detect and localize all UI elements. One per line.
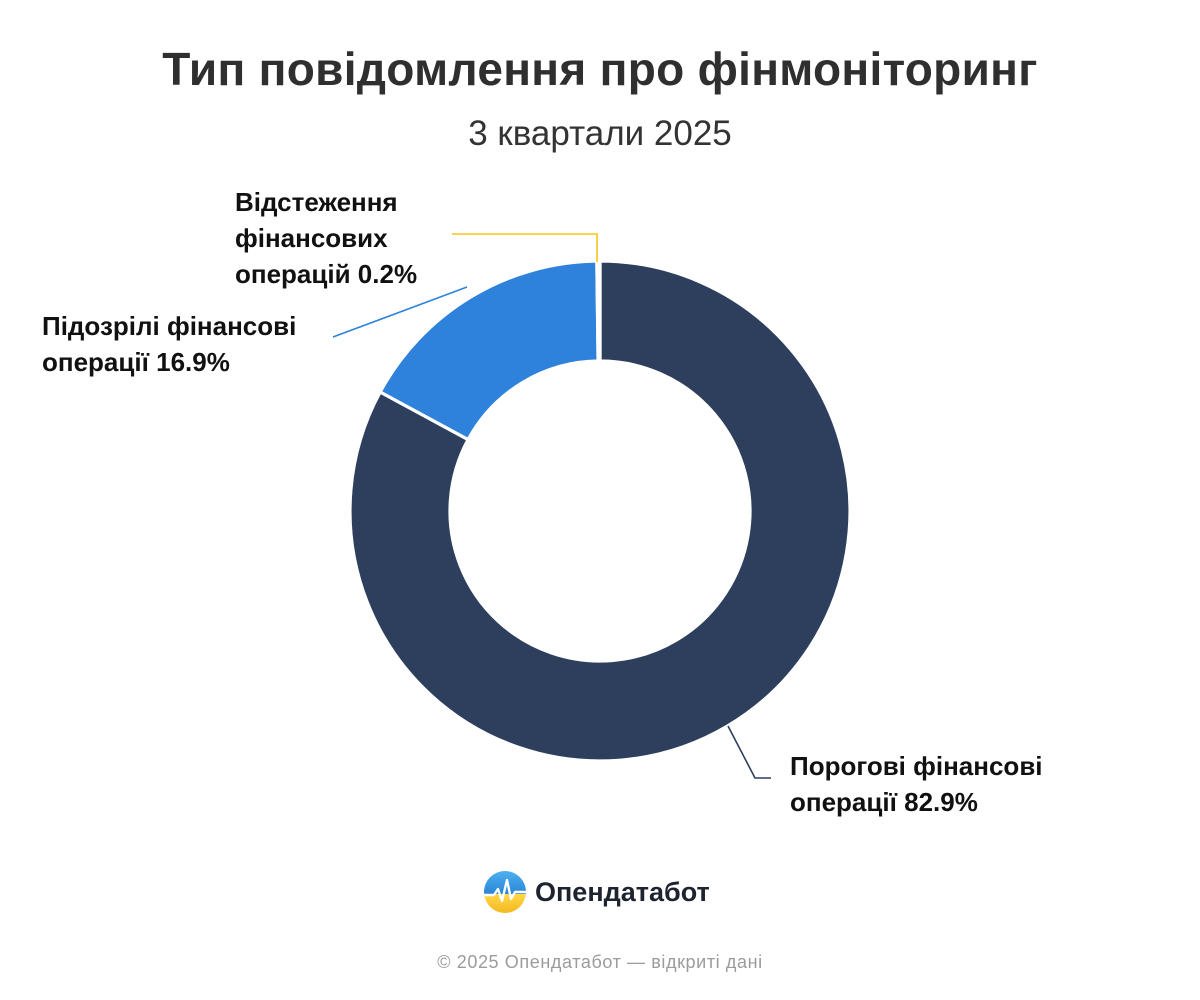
slice-label-monitoring: Відстеження фінансових операцій 0.2% bbox=[235, 184, 417, 292]
slice-label-line: операції 82.9% bbox=[790, 787, 978, 817]
slice-label-line: фінансових bbox=[235, 223, 388, 253]
slice-label-suspicious: Підозрілі фінансові операції 16.9% bbox=[42, 308, 296, 380]
slice-label-line: операції 16.9% bbox=[42, 347, 230, 377]
slice-label-line: Відстеження bbox=[235, 187, 398, 217]
slice-threshold-operations bbox=[348, 259, 852, 763]
leader-line-monitoring bbox=[452, 233, 598, 262]
opendatabot-logo-icon bbox=[484, 871, 526, 913]
chart-title: Тип повідомлення про фінмоніторинг bbox=[162, 43, 1038, 95]
slice-label-threshold: Порогові фінансові операції 82.9% bbox=[790, 748, 1043, 820]
leader-line-suspicious bbox=[332, 286, 468, 338]
copyright-footer: © 2025 Опендатабот — відкриті дані bbox=[437, 952, 763, 972]
chart-subtitle: 3 квартали 2025 bbox=[468, 114, 732, 153]
leader-line-threshold bbox=[727, 725, 771, 779]
brand: Опендатабот bbox=[483, 868, 710, 916]
slice-label-line: операцій 0.2% bbox=[235, 259, 418, 289]
slice-label-line: Підозрілі фінансові bbox=[42, 311, 297, 341]
slice-label-line: Порогові фінансові bbox=[790, 751, 1043, 781]
slice-monitoring-operations bbox=[595, 259, 602, 363]
brand-name: Опендатабот bbox=[535, 876, 710, 907]
slice-suspicious-operations bbox=[378, 259, 600, 442]
